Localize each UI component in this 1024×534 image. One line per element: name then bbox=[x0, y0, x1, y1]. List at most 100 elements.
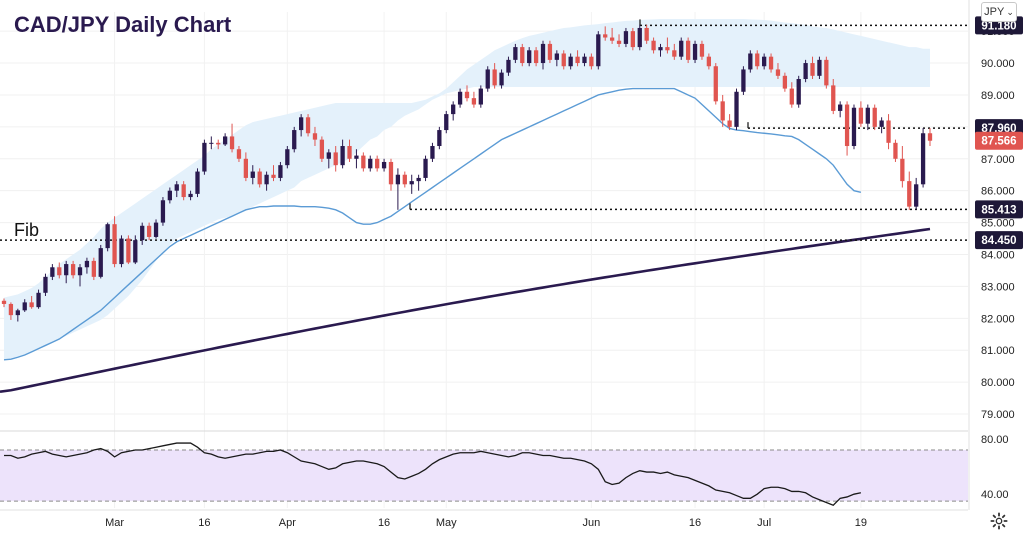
candle-body bbox=[589, 56, 594, 67]
price-tick-label: 89.000 bbox=[981, 90, 1015, 102]
currency-selector-button[interactable]: JPY ⌄ bbox=[981, 2, 1017, 22]
candle-body bbox=[533, 50, 539, 64]
candle-body bbox=[43, 276, 48, 293]
candle-body bbox=[603, 34, 608, 38]
candle-body bbox=[195, 171, 200, 194]
candle-body bbox=[305, 117, 311, 134]
chart-title: CAD/JPY Daily Chart bbox=[14, 12, 232, 37]
candle-body bbox=[685, 40, 691, 60]
candle-body bbox=[395, 174, 401, 185]
price-axis: 91.00090.00089.00088.00087.00086.00085.0… bbox=[968, 0, 1023, 510]
candle-body bbox=[858, 107, 864, 124]
candle-body bbox=[91, 260, 96, 277]
candle-body bbox=[451, 104, 456, 115]
candle-body bbox=[153, 222, 159, 237]
candle-body bbox=[720, 101, 725, 121]
candle-body bbox=[492, 69, 497, 86]
candle-body bbox=[464, 91, 470, 99]
candle-body bbox=[810, 63, 815, 76]
candle-body bbox=[838, 104, 843, 111]
candle-body bbox=[222, 136, 228, 145]
candle-body bbox=[236, 149, 242, 159]
candle-body bbox=[520, 47, 525, 64]
candle-body bbox=[831, 85, 836, 111]
candle-body bbox=[471, 98, 477, 105]
time-tick-label: 16 bbox=[378, 517, 390, 529]
candle-body bbox=[430, 146, 435, 159]
candle-body bbox=[554, 53, 559, 60]
candle-body bbox=[319, 139, 325, 159]
candle-body bbox=[77, 267, 83, 276]
candle-body bbox=[817, 59, 822, 76]
candle-body bbox=[8, 303, 14, 316]
candle-body bbox=[513, 47, 518, 60]
candle-body bbox=[271, 174, 276, 178]
price-tick-label: 82.000 bbox=[981, 313, 1015, 325]
candle-body bbox=[250, 171, 255, 178]
price-tick-label: 83.000 bbox=[981, 281, 1015, 293]
candle-body bbox=[437, 130, 442, 147]
candle-body bbox=[485, 69, 490, 89]
moving-average-line bbox=[0, 227, 931, 393]
candle-body bbox=[181, 184, 186, 198]
rsi-band-fill bbox=[0, 449, 968, 502]
candle-body bbox=[361, 155, 366, 169]
candle-body bbox=[879, 120, 884, 127]
candle-body bbox=[582, 56, 587, 64]
time-tick-label: 19 bbox=[855, 517, 867, 529]
candle-body bbox=[706, 56, 712, 67]
candle-body bbox=[64, 264, 69, 276]
time-tick-label: May bbox=[436, 517, 457, 529]
candle-body bbox=[900, 158, 905, 182]
time-tick-label: Jun bbox=[583, 517, 601, 529]
candle-body bbox=[824, 59, 829, 86]
candle-body bbox=[15, 310, 20, 316]
candle-body bbox=[292, 130, 297, 150]
candle-body bbox=[651, 40, 656, 51]
candle-body bbox=[133, 240, 138, 263]
candle-body bbox=[423, 158, 428, 178]
candle-body bbox=[50, 267, 55, 277]
candle-body bbox=[444, 114, 449, 131]
candle-body bbox=[927, 133, 933, 141]
time-axis: Mar 16 Apr 16 May Jun 16 Jul 19 bbox=[0, 509, 968, 529]
price-label-text: 87.566 bbox=[981, 136, 1016, 148]
candle-body bbox=[561, 53, 566, 67]
candle-body bbox=[658, 47, 663, 51]
candle-body bbox=[375, 158, 380, 169]
time-tick-label: Jul bbox=[757, 517, 771, 529]
candle-body bbox=[340, 146, 345, 166]
time-tick-label: 16 bbox=[198, 517, 210, 529]
candle-body bbox=[57, 267, 62, 276]
candle-body bbox=[416, 177, 421, 182]
candle-body bbox=[285, 149, 290, 166]
candle-body bbox=[796, 79, 801, 105]
candle-body bbox=[893, 142, 898, 159]
candle-body bbox=[105, 224, 110, 249]
price-tick-label: 80.000 bbox=[981, 377, 1015, 389]
candle-body bbox=[140, 225, 145, 241]
candle-body bbox=[146, 225, 152, 237]
price-tick-label: 86.000 bbox=[981, 186, 1015, 198]
candle-body bbox=[803, 63, 808, 80]
candle-body bbox=[748, 53, 753, 70]
candle-body bbox=[506, 59, 511, 73]
candle-body bbox=[174, 184, 179, 191]
candle-body bbox=[914, 184, 919, 207]
candle-body bbox=[775, 69, 781, 76]
chevron-down-icon: ⌄ bbox=[1006, 6, 1014, 17]
candle-body bbox=[762, 56, 767, 67]
rsi-pane: 80.00 40.00 bbox=[0, 434, 1009, 506]
candle-body bbox=[160, 200, 166, 223]
rsi-tick-label: 40.00 bbox=[981, 489, 1009, 501]
candle-body bbox=[257, 171, 262, 185]
price-tick-label: 85.000 bbox=[981, 218, 1015, 230]
candle-body bbox=[209, 142, 214, 144]
candle-body bbox=[596, 34, 601, 67]
candle-body bbox=[409, 181, 414, 185]
candle-body bbox=[575, 56, 580, 64]
candle-body bbox=[36, 292, 41, 308]
candle-body bbox=[886, 120, 891, 143]
gear-icon[interactable] bbox=[990, 512, 1008, 530]
